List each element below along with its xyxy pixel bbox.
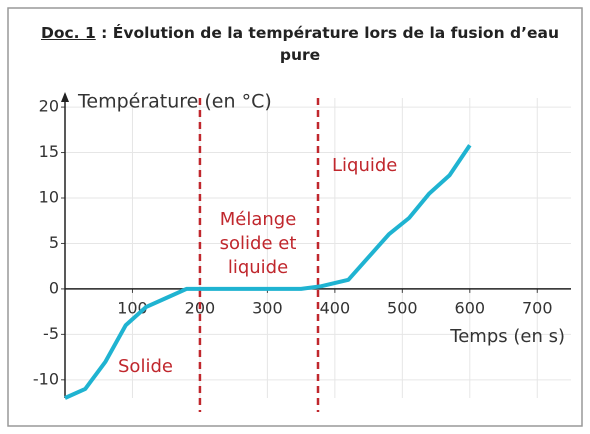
y-tick-label: 20 <box>39 97 59 116</box>
annotation: liquide <box>228 257 288 278</box>
y-tick-label: 10 <box>39 188 59 207</box>
y-tick-label: -5 <box>43 324 59 343</box>
frame <box>7 7 583 427</box>
data-line <box>64 144 472 400</box>
title-text: : Évolution de la température lors de la… <box>101 24 559 64</box>
title-prefix: Doc. 1 <box>40 24 96 42</box>
y-tick-label: -10 <box>33 369 59 388</box>
y-tick-label: 0 <box>49 278 59 297</box>
annotation: Mélange <box>220 209 297 230</box>
x-tick-label: 500 <box>387 298 418 317</box>
x-axis-label: Temps (en s) <box>449 326 565 347</box>
y-tick-label: 5 <box>49 233 59 252</box>
x-tick-label: 700 <box>522 298 553 317</box>
x-tick-label: 600 <box>455 298 486 317</box>
annotation: Liquide <box>332 155 397 176</box>
x-tick-label: 400 <box>320 298 351 317</box>
annotation: Solide <box>118 356 173 377</box>
axis-arrow <box>61 92 69 102</box>
y-tick-label: 15 <box>39 142 59 161</box>
y-axis-label: Température (en °C) <box>77 91 272 113</box>
chart-title: Doc. 1 : Évolution de la température lor… <box>30 22 570 66</box>
plot: -10-505101520100200300400500600700 <box>33 92 571 412</box>
annotation: solide et <box>220 233 297 254</box>
x-tick-label: 300 <box>252 298 283 317</box>
